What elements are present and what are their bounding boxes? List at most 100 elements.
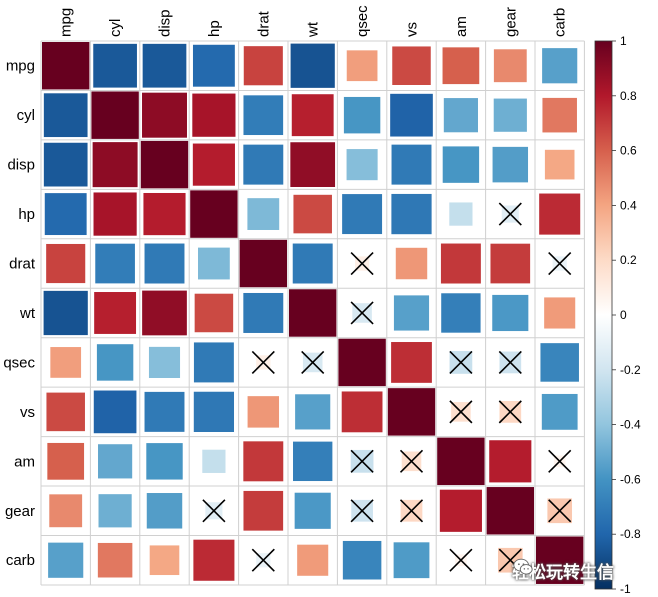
cell-hp-disp bbox=[143, 192, 186, 236]
cell-qsec-mpg bbox=[50, 347, 82, 378]
cell-gear-drat bbox=[243, 490, 284, 531]
column-label-vs: vs bbox=[404, 22, 421, 37]
cell-mpg-hp bbox=[192, 44, 235, 87]
colorbar-tick-label: -0.8 bbox=[620, 527, 641, 541]
cell-disp-carb bbox=[544, 149, 575, 180]
cell-qsec-qsec bbox=[338, 338, 386, 387]
colorbar-tick-label: -0.6 bbox=[620, 472, 641, 486]
insignificant-cross-icon bbox=[399, 449, 424, 473]
insignificant-cross-icon bbox=[498, 350, 522, 374]
cell-vs-hp bbox=[193, 391, 235, 432]
cell-mpg-am bbox=[442, 47, 480, 85]
cell-carb-mpg bbox=[48, 542, 84, 578]
insignificant-cross-icon bbox=[301, 350, 325, 374]
cell-mpg-carb bbox=[542, 48, 578, 84]
cell-mpg-drat bbox=[243, 46, 283, 86]
cell-hp-wt bbox=[293, 194, 332, 234]
cell-hp-am bbox=[449, 202, 473, 226]
column-label-hp: hp bbox=[206, 20, 223, 37]
insignificant-cross-icon bbox=[498, 202, 522, 226]
row-label-disp: disp bbox=[7, 157, 35, 174]
row-label-wt: wt bbox=[19, 305, 36, 322]
colorbar-tick-label: 0.4 bbox=[620, 198, 637, 212]
cell-am-hp bbox=[202, 449, 226, 473]
cell-am-am bbox=[437, 437, 485, 486]
cell-cyl-carb bbox=[542, 97, 577, 133]
cell-vs-disp bbox=[144, 391, 185, 432]
insignificant-cross-icon bbox=[251, 548, 275, 572]
cell-mpg-qsec bbox=[346, 50, 378, 82]
column-label-drat: drat bbox=[255, 10, 272, 37]
cell-qsec-vs bbox=[391, 342, 432, 383]
cell-gear-disp bbox=[146, 493, 183, 529]
cell-wt-wt bbox=[289, 289, 337, 337]
cell-mpg-disp bbox=[142, 43, 187, 88]
cell-gear-cyl bbox=[98, 494, 132, 528]
cell-am-gear bbox=[489, 440, 532, 483]
insignificant-cross-icon bbox=[350, 449, 374, 473]
cell-disp-hp bbox=[192, 143, 235, 186]
colorbar-tick-label: 1 bbox=[620, 34, 627, 48]
cell-qsec-disp bbox=[148, 346, 181, 378]
insignificant-cross-icon bbox=[548, 449, 572, 473]
cell-cyl-cyl bbox=[91, 91, 139, 139]
cell-hp-drat bbox=[247, 198, 280, 230]
insignificant-cross-icon bbox=[350, 301, 374, 325]
cell-vs-mpg bbox=[46, 392, 85, 432]
column-label-wt: wt bbox=[305, 21, 322, 38]
cell-qsec-hp bbox=[193, 342, 234, 383]
insignificant-cross-icon bbox=[548, 251, 572, 276]
colorbar-tick-label: 0.6 bbox=[620, 144, 637, 158]
row-label-mpg: mpg bbox=[6, 58, 35, 75]
cell-wt-gear bbox=[492, 294, 529, 332]
cell-drat-cyl bbox=[95, 243, 135, 284]
insignificant-cross-icon bbox=[251, 350, 275, 374]
insignificant-cross-icon bbox=[399, 499, 424, 523]
colorbar-tick-label: -0.4 bbox=[620, 418, 641, 432]
cell-cyl-wt bbox=[291, 94, 334, 137]
cell-disp-vs bbox=[391, 144, 432, 185]
insignificant-cross-icon bbox=[449, 548, 473, 572]
cell-cyl-drat bbox=[243, 95, 284, 136]
cell-vs-drat bbox=[247, 396, 280, 428]
cell-mpg-mpg bbox=[42, 42, 90, 90]
column-label-mpg: mpg bbox=[58, 8, 75, 37]
colorbar-tick-label: 0 bbox=[620, 308, 627, 322]
row-label-drat: drat bbox=[9, 256, 36, 273]
cell-am-wt bbox=[293, 441, 333, 482]
cell-carb-qsec bbox=[342, 540, 382, 580]
column-label-cyl: cyl bbox=[107, 19, 124, 37]
cell-disp-cyl bbox=[92, 142, 138, 188]
row-label-gear: gear bbox=[5, 503, 35, 520]
cell-drat-am bbox=[440, 243, 481, 284]
row-label-am: am bbox=[14, 453, 35, 470]
column-label-disp: disp bbox=[157, 9, 174, 37]
cell-cyl-hp bbox=[192, 93, 236, 137]
cell-am-disp bbox=[146, 443, 183, 480]
cell-drat-vs bbox=[395, 247, 428, 280]
row-label-qsec: qsec bbox=[3, 354, 35, 371]
cell-cyl-am bbox=[443, 98, 478, 133]
column-label-am: am bbox=[453, 16, 470, 37]
cell-qsec-carb bbox=[540, 343, 579, 382]
cell-drat-wt bbox=[292, 243, 333, 284]
insignificant-cross-icon bbox=[498, 400, 522, 424]
cell-disp-mpg bbox=[43, 142, 88, 187]
cell-cyl-disp bbox=[142, 92, 187, 138]
insignificant-cross-icon bbox=[202, 499, 226, 523]
cell-disp-drat bbox=[243, 144, 284, 185]
cell-cyl-vs bbox=[390, 93, 433, 137]
cell-drat-drat bbox=[239, 239, 287, 288]
column-label-carb: carb bbox=[552, 8, 569, 37]
cell-am-cyl bbox=[98, 444, 133, 479]
cell-mpg-wt bbox=[290, 43, 335, 88]
colorbar-tick-label: 0.8 bbox=[620, 89, 637, 103]
cell-wt-hp bbox=[194, 293, 234, 333]
cell-mpg-gear bbox=[493, 49, 527, 83]
cell-drat-mpg bbox=[46, 243, 86, 284]
cell-wt-cyl bbox=[94, 292, 137, 334]
row-label-cyl: cyl bbox=[17, 107, 35, 124]
colorbar-ticks: 1 0.8 0.6 0.4 0.2 0 -0.2 -0.4 -0.6 -0.8 -1 bbox=[612, 34, 641, 596]
cell-cyl-gear bbox=[493, 98, 527, 132]
